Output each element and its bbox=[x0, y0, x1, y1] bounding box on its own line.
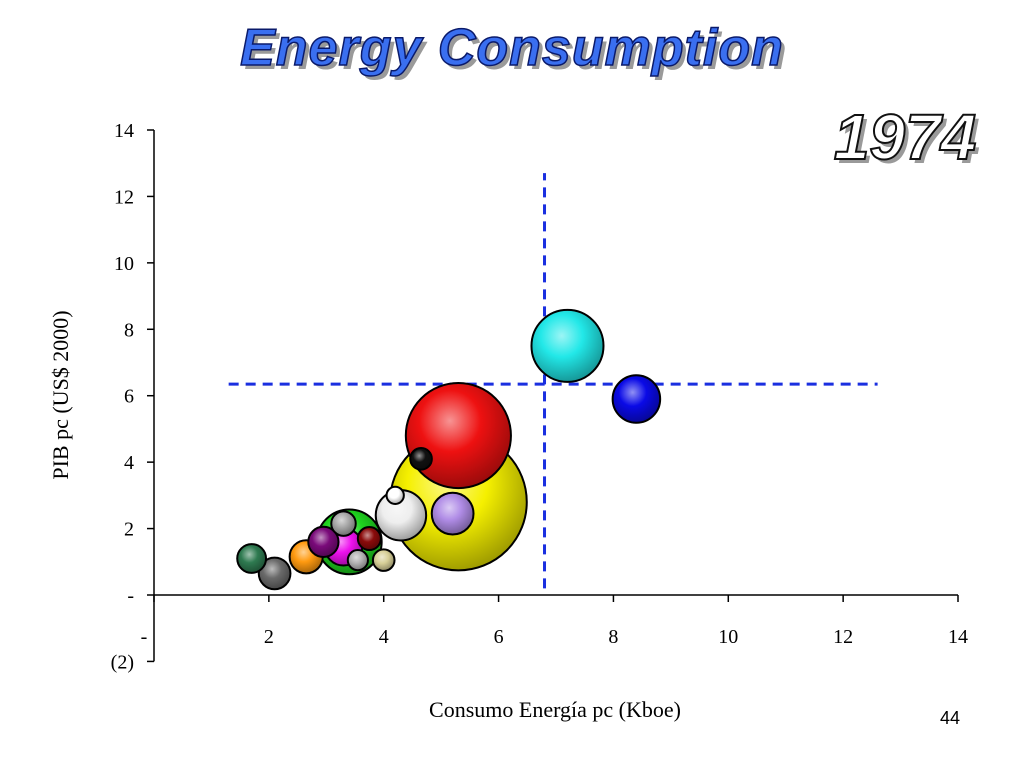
bubble-point bbox=[330, 510, 357, 537]
x-tick-label: 8 bbox=[608, 626, 618, 648]
bubble-point bbox=[385, 485, 405, 505]
bubble-point bbox=[371, 548, 396, 572]
y-tick-label: 6 bbox=[124, 386, 134, 408]
y-tick-label: 14 bbox=[114, 120, 134, 142]
x-tick-label: 4 bbox=[379, 626, 389, 648]
year-label: 1974 bbox=[833, 100, 977, 174]
bubble-point bbox=[404, 382, 512, 490]
y-tick-label: 4 bbox=[124, 452, 134, 474]
y-tick-label: - bbox=[127, 585, 134, 607]
bubble-point bbox=[257, 556, 292, 591]
x-tick-label: 14 bbox=[948, 626, 968, 648]
bubble-point bbox=[346, 549, 369, 572]
y-tick-label: 8 bbox=[124, 319, 134, 341]
x-axis-title: Consumo Energía pc (Kboe) bbox=[429, 697, 681, 722]
bubble-point bbox=[430, 491, 475, 536]
x-tick-label: 2 bbox=[264, 626, 274, 648]
bubble-point bbox=[307, 525, 340, 558]
x-tick-label: 10 bbox=[718, 626, 738, 648]
page-number: 44 bbox=[939, 708, 961, 728]
bubble-point bbox=[409, 447, 433, 471]
bubble-series bbox=[236, 308, 662, 591]
y-tick-label: 2 bbox=[124, 519, 134, 541]
x-tick-label: 6 bbox=[494, 626, 504, 648]
y-axis-title: PIB pc (US$ 2000) bbox=[48, 310, 73, 479]
x-tick-label: - bbox=[141, 626, 148, 648]
bubble-point bbox=[236, 543, 268, 574]
bubble-point bbox=[611, 374, 662, 424]
y-tick-label: 10 bbox=[114, 253, 134, 275]
bubble-point bbox=[356, 526, 382, 552]
bubble-point bbox=[530, 308, 605, 383]
reference-lines bbox=[228, 173, 878, 589]
chart-title: Energy Consumption bbox=[239, 18, 784, 78]
y-tick-label: (2) bbox=[111, 651, 134, 673]
y-tick-label: 12 bbox=[114, 186, 134, 208]
x-tick-label: 12 bbox=[833, 626, 853, 648]
